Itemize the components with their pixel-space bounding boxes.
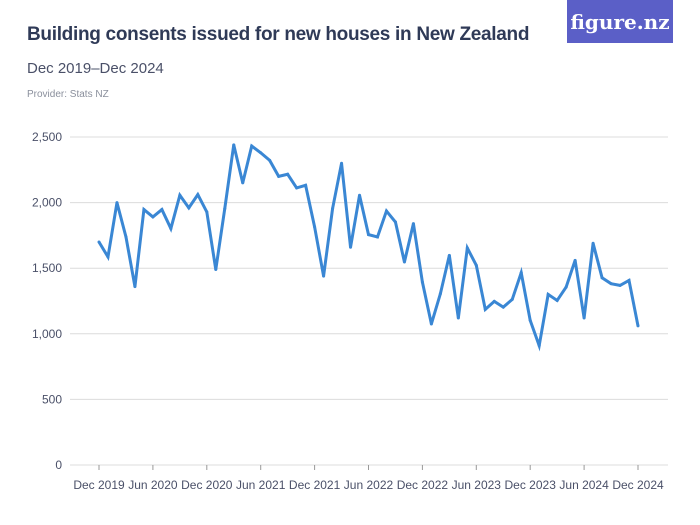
data-point (214, 268, 218, 272)
data-point (609, 282, 613, 286)
data-point (286, 172, 290, 176)
data-point (555, 298, 559, 302)
data-point (456, 316, 460, 320)
data-point (277, 174, 281, 178)
data-point (295, 186, 299, 190)
data-point (349, 245, 353, 249)
data-point (411, 222, 415, 226)
data-point (205, 210, 209, 214)
data-point (492, 299, 496, 303)
y-tick-label: 1,000 (32, 327, 62, 341)
data-point (178, 193, 182, 197)
data-point (367, 233, 370, 237)
data-point (564, 285, 568, 289)
data-point (510, 297, 514, 301)
data-point (546, 292, 550, 296)
data-point (519, 271, 523, 275)
data-point (196, 193, 200, 197)
data-point (232, 143, 236, 147)
x-tick-label: Jun 2024 (559, 478, 609, 492)
data-point (106, 255, 110, 259)
data-point (115, 201, 119, 205)
y-tick-label: 2,500 (32, 130, 62, 144)
data-point (151, 215, 155, 219)
data-point (169, 227, 173, 231)
y-tick-label: 2,000 (32, 196, 62, 210)
x-tick-label: Dec 2023 (505, 478, 557, 492)
series-line (97, 143, 640, 352)
x-tick-label: Dec 2020 (181, 478, 233, 492)
data-point (483, 307, 487, 311)
data-point (501, 305, 505, 309)
data-point (591, 241, 595, 245)
data-point (384, 209, 388, 213)
data-point (268, 158, 272, 162)
data-point (582, 316, 586, 320)
y-tick-label: 0 (55, 458, 62, 472)
data-point (250, 144, 254, 148)
figure-nz-logo[interactable]: figure.nz (567, 0, 673, 43)
data-point (438, 292, 442, 296)
x-tick-label: Dec 2024 (612, 478, 664, 492)
data-point (627, 278, 631, 282)
x-tick-label: Dec 2021 (289, 478, 341, 492)
data-point (322, 274, 326, 278)
data-point (223, 207, 227, 211)
data-point (187, 206, 191, 210)
chart-title: Building consents issued for new houses … (27, 24, 530, 45)
y-tick-label: 1,500 (32, 261, 62, 275)
data-point (313, 225, 317, 229)
data-point (97, 240, 101, 244)
data-point (160, 208, 164, 212)
data-point (259, 151, 263, 155)
chart-subtitle: Dec 2019–Dec 2024 (27, 60, 164, 77)
data-point (537, 344, 541, 348)
x-tick-label: Jun 2020 (128, 478, 178, 492)
data-point (340, 161, 344, 165)
x-tick-label: Dec 2022 (397, 478, 449, 492)
x-tick-label: Jun 2022 (344, 478, 394, 492)
data-point (375, 235, 379, 239)
data-point (573, 258, 577, 262)
data-point (124, 235, 128, 239)
data-point (600, 276, 604, 280)
data-point (636, 324, 640, 328)
data-point (241, 181, 245, 185)
data-point (429, 322, 433, 326)
data-point (420, 280, 424, 284)
data-point (331, 207, 335, 211)
data-point (393, 220, 397, 224)
y-tick-label: 500 (42, 392, 62, 406)
data-point (528, 318, 532, 322)
data-point (447, 253, 451, 257)
x-tick-label: Jun 2023 (452, 478, 502, 492)
data-point (402, 260, 406, 264)
data-point (618, 283, 622, 287)
data-point (465, 246, 469, 250)
data-point (358, 193, 362, 197)
data-point (474, 263, 478, 267)
provider-label: Provider: Stats NZ (27, 89, 109, 100)
data-point (304, 183, 308, 187)
x-tick-label: Jun 2021 (236, 478, 286, 492)
data-point (133, 285, 137, 289)
x-tick-label: Dec 2019 (73, 478, 125, 492)
data-point (142, 208, 146, 212)
